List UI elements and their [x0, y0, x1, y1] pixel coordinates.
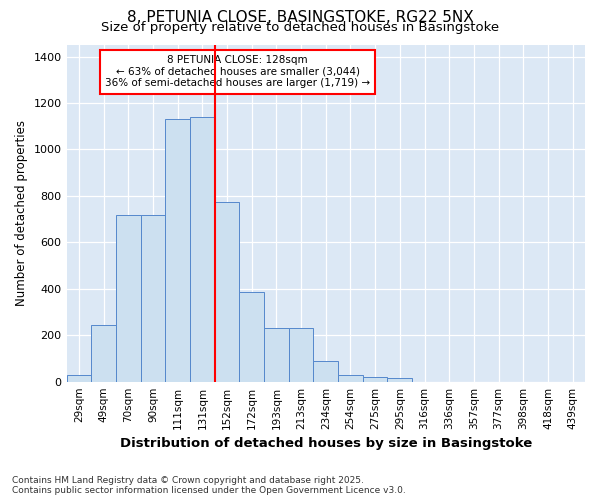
Bar: [91, 325, 116, 382]
Bar: [165, 120, 190, 382]
Bar: [264, 328, 289, 382]
X-axis label: Distribution of detached houses by size in Basingstoke: Distribution of detached houses by size …: [119, 437, 532, 450]
Bar: [215, 202, 239, 382]
Bar: [313, 361, 338, 382]
Text: 8, PETUNIA CLOSE, BASINGSTOKE, RG22 5NX: 8, PETUNIA CLOSE, BASINGSTOKE, RG22 5NX: [127, 10, 473, 25]
Bar: [140, 214, 165, 382]
Bar: [363, 377, 388, 382]
Bar: [338, 374, 363, 382]
Bar: [190, 117, 215, 382]
Bar: [388, 378, 412, 382]
Bar: [67, 374, 91, 382]
Y-axis label: Number of detached properties: Number of detached properties: [15, 120, 28, 306]
Text: 8 PETUNIA CLOSE: 128sqm
← 63% of detached houses are smaller (3,044)
36% of semi: 8 PETUNIA CLOSE: 128sqm ← 63% of detache…: [105, 55, 370, 88]
Bar: [116, 214, 140, 382]
Text: Size of property relative to detached houses in Basingstoke: Size of property relative to detached ho…: [101, 21, 499, 34]
Bar: [239, 292, 264, 382]
Bar: [289, 328, 313, 382]
Text: Contains HM Land Registry data © Crown copyright and database right 2025.
Contai: Contains HM Land Registry data © Crown c…: [12, 476, 406, 495]
